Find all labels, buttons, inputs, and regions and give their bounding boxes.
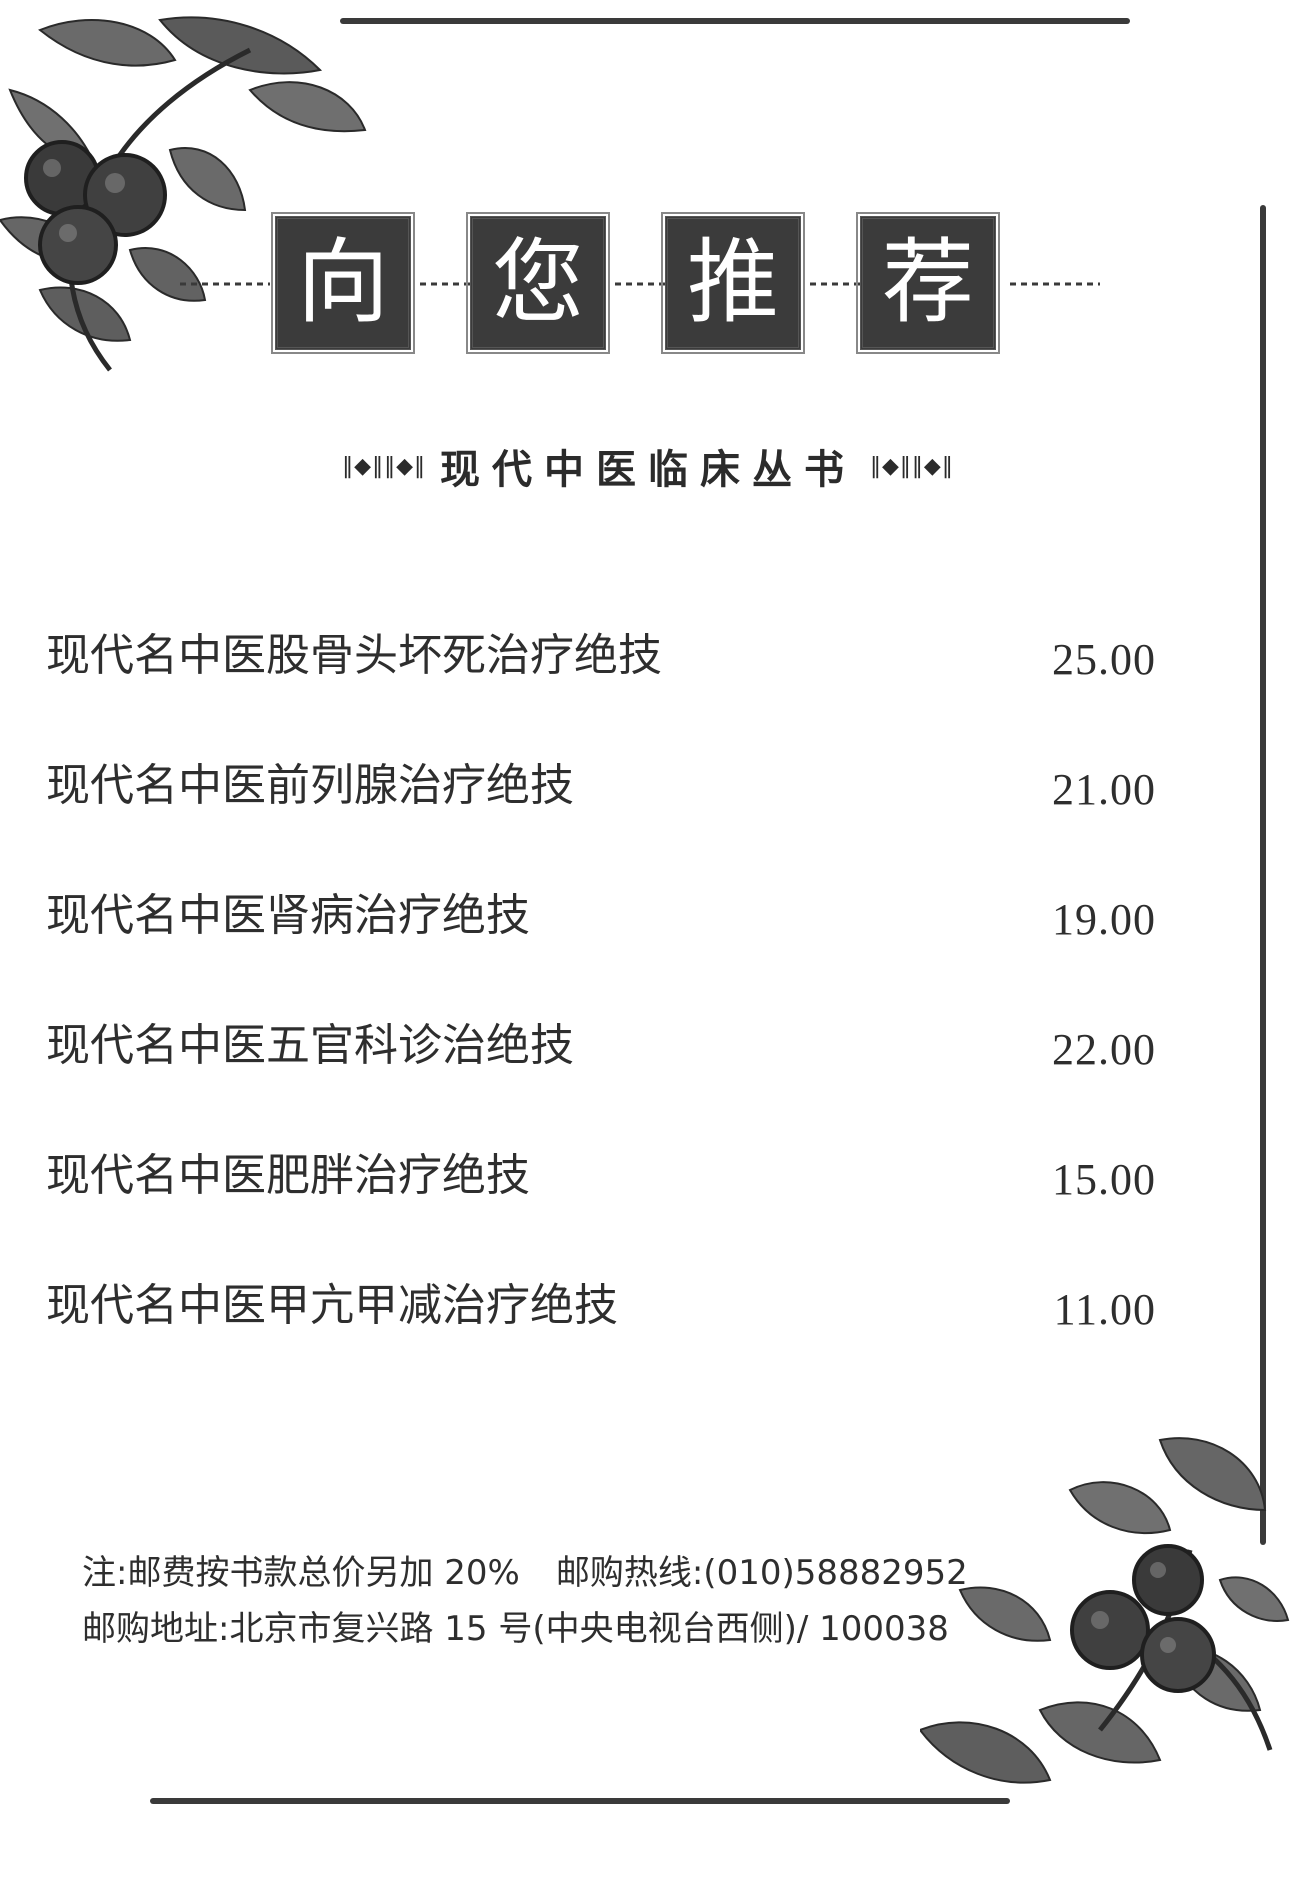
hotline-note: 邮购热线:(010)58882952 — [555, 1553, 968, 1593]
heading-char-box: 向 — [271, 212, 415, 354]
book-row: 现代名中医甲亢甲减治疗绝技 11.00 — [46, 1280, 1156, 1410]
note-line-address: 邮购地址:北京市复兴路 15 号(中央电视台西侧)/ 100038 — [82, 1601, 1042, 1657]
book-price: 21.00 — [1052, 765, 1156, 814]
heading-char: 您 — [491, 229, 584, 336]
heading-divider-ornament — [810, 282, 860, 286]
book-price: 15.00 — [1052, 1155, 1156, 1204]
postage-note: 注:邮费按书款总价另加 20% — [82, 1553, 520, 1593]
heading-char-box: 推 — [661, 212, 805, 354]
heading-char: 向 — [296, 229, 389, 336]
heading-char: 荐 — [881, 229, 974, 336]
address-note: 邮购地址:北京市复兴路 15 号(中央电视台西侧)/ 100038 — [82, 1609, 949, 1649]
book-title: 现代名中医甲亢甲减治疗绝技 — [46, 1280, 618, 1331]
book-list: 现代名中医股骨头坏死治疗绝技 25.00 现代名中医前列腺治疗绝技 21.00 … — [46, 630, 1156, 1410]
frame-right-line — [1260, 205, 1266, 1545]
book-row: 现代名中医股骨头坏死治疗绝技 25.00 — [46, 630, 1156, 760]
book-title: 现代名中医前列腺治疗绝技 — [46, 760, 574, 811]
corner-ornament-bottom-right — [920, 1437, 1290, 1784]
heading-char-box: 您 — [466, 212, 610, 354]
note-line-postage: 注:邮费按书款总价另加 20% 邮购热线:(010)58882952 — [82, 1545, 1042, 1601]
book-row: 现代名中医前列腺治疗绝技 21.00 — [46, 760, 1156, 890]
book-price: 22.00 — [1052, 1025, 1156, 1074]
book-title: 现代名中医肥胖治疗绝技 — [46, 1150, 530, 1201]
book-row: 现代名中医肥胖治疗绝技 15.00 — [46, 1150, 1156, 1280]
frame-top-line — [340, 18, 1130, 24]
frame-bottom-line — [150, 1798, 1010, 1804]
heading-char-box: 荐 — [856, 212, 1000, 354]
heading-char: 推 — [686, 229, 779, 336]
series-ornament-left: ‖◆‖‖◆‖ — [342, 453, 426, 479]
book-title: 现代名中医五官科诊治绝技 — [46, 1020, 574, 1071]
series-title: 现代中医临床丛书 — [440, 446, 856, 493]
series-subtitle: ‖◆‖‖◆‖ 现代中医临床丛书 ‖◆‖‖◆‖ — [318, 436, 978, 496]
heading-divider-ornament — [180, 282, 270, 286]
series-ornament-right: ‖◆‖‖◆‖ — [870, 453, 954, 479]
book-row: 现代名中医五官科诊治绝技 22.00 — [46, 1020, 1156, 1150]
corner-ornament-top-left — [0, 16, 367, 372]
book-title: 现代名中医肾病治疗绝技 — [46, 890, 530, 941]
heading-divider-ornament — [1010, 282, 1100, 286]
book-title: 现代名中医股骨头坏死治疗绝技 — [46, 630, 662, 681]
book-price: 19.00 — [1052, 895, 1156, 944]
book-price: 11.00 — [1053, 1285, 1156, 1334]
heading-divider-ornament — [420, 282, 470, 286]
order-notes: 注:邮费按书款总价另加 20% 邮购热线:(010)58882952 邮购地址:北… — [82, 1545, 1042, 1657]
book-price: 25.00 — [1052, 635, 1156, 684]
page-heading: 向 您 推 荐 — [180, 210, 1110, 360]
heading-divider-ornament — [615, 282, 665, 286]
book-row: 现代名中医肾病治疗绝技 19.00 — [46, 890, 1156, 1020]
